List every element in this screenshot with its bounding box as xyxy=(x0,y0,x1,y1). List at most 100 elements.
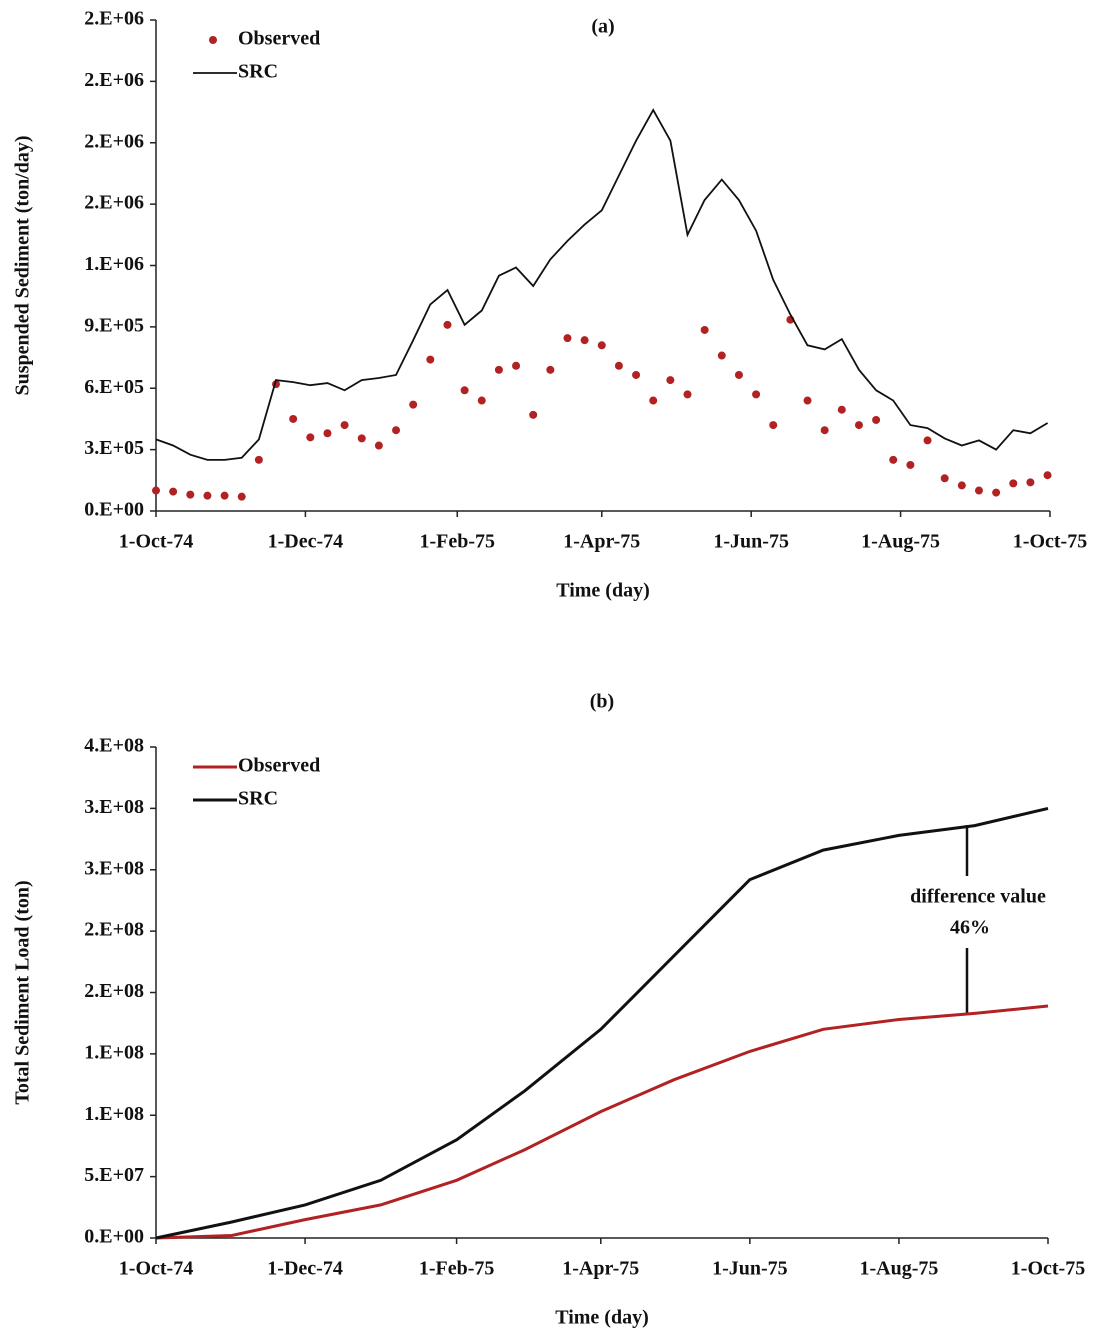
x-axis-title: Time (day) xyxy=(555,1307,649,1329)
data-point xyxy=(957,481,966,490)
x-tick-label: 1-Oct-74 xyxy=(119,1258,193,1280)
data-point xyxy=(597,341,606,350)
x-tick-label: 1-Oct-75 xyxy=(1013,531,1087,553)
y-axis-title: Suspended Sediment (ton/day) xyxy=(12,135,34,395)
y-tick-label: 2.E+06 xyxy=(84,8,144,30)
data-point xyxy=(752,390,761,399)
x-tick-label: 1-Dec-74 xyxy=(268,531,344,553)
y-tick-label: 4.E+08 xyxy=(84,735,144,757)
annotation: difference value xyxy=(910,886,1046,908)
data-point xyxy=(237,492,246,501)
series-line xyxy=(155,108,1049,461)
legend-label: Observed xyxy=(238,28,320,50)
x-tick-label: 1-Oct-74 xyxy=(119,531,193,553)
data-point xyxy=(443,320,452,329)
data-point xyxy=(152,486,160,495)
y-tick-label: 1.E+08 xyxy=(84,1103,144,1125)
x-tick-label: 1-Aug-75 xyxy=(861,531,940,553)
data-point xyxy=(632,370,641,379)
x-tick-label: 1-Dec-74 xyxy=(267,1258,343,1280)
data-point xyxy=(563,334,572,343)
data-point xyxy=(700,325,709,334)
data-point xyxy=(854,421,863,430)
legend-marker xyxy=(209,36,217,44)
x-axis-title: Time (day) xyxy=(556,580,650,602)
x-tick-label: 1-Oct-75 xyxy=(1011,1258,1085,1280)
data-point xyxy=(169,487,178,496)
data-point xyxy=(374,441,383,450)
data-point xyxy=(494,365,503,374)
data-point xyxy=(872,415,881,424)
data-point xyxy=(923,436,932,445)
data-point xyxy=(889,455,898,464)
y-tick-label: 5.E+07 xyxy=(84,1164,144,1186)
x-tick-label: 1-Apr-75 xyxy=(563,531,640,553)
data-point xyxy=(512,361,521,370)
y-tick-label: 2.E+06 xyxy=(84,130,144,152)
data-point xyxy=(992,488,1001,497)
data-point xyxy=(426,355,435,364)
y-tick-label: 1.E+08 xyxy=(84,1041,144,1063)
y-tick-label: 3.E+08 xyxy=(84,796,144,818)
data-point xyxy=(477,396,486,405)
chart-title: (a) xyxy=(591,16,614,38)
legend-label: Observed xyxy=(238,755,320,777)
y-tick-label: 2.E+08 xyxy=(84,980,144,1002)
data-point xyxy=(289,414,298,423)
data-point xyxy=(683,390,692,399)
y-tick-label: 3.E+08 xyxy=(84,857,144,879)
data-point xyxy=(974,486,983,495)
data-point xyxy=(460,386,469,395)
data-point xyxy=(306,433,315,442)
y-tick-label: 6.E+05 xyxy=(84,376,144,398)
data-point xyxy=(220,491,229,500)
data-point xyxy=(940,474,949,483)
annotation: 46% xyxy=(950,917,990,939)
x-tick-label: 1-Apr-75 xyxy=(562,1258,639,1280)
series-line xyxy=(155,1004,1049,1240)
x-tick-label: 1-Feb-75 xyxy=(419,1258,495,1280)
data-point xyxy=(1043,471,1052,480)
x-tick-label: 1-Jun-75 xyxy=(713,531,789,553)
data-point xyxy=(392,426,401,435)
data-point xyxy=(254,455,263,464)
legend-label: SRC xyxy=(238,788,278,810)
legend-label: SRC xyxy=(238,61,278,83)
y-tick-label: 2.E+06 xyxy=(84,192,144,214)
data-point xyxy=(357,434,366,443)
x-tick-label: 1-Feb-75 xyxy=(419,531,495,553)
data-point xyxy=(186,490,195,499)
data-point xyxy=(803,396,812,405)
y-tick-label: 9.E+05 xyxy=(84,314,144,336)
data-point xyxy=(340,421,349,430)
data-point xyxy=(1009,479,1018,488)
y-tick-label: 2.E+08 xyxy=(84,919,144,941)
data-point xyxy=(769,421,778,430)
data-point xyxy=(409,400,418,409)
series-line xyxy=(155,806,1049,1240)
y-tick-label: 0.E+00 xyxy=(84,499,144,521)
data-point xyxy=(666,376,675,385)
y-tick-label: 3.E+05 xyxy=(84,437,144,459)
data-point xyxy=(580,336,589,345)
y-axis-title: Total Sediment Load (ton) xyxy=(12,880,34,1104)
data-point xyxy=(323,429,332,438)
chart-title: (b) xyxy=(590,691,614,713)
x-tick-label: 1-Aug-75 xyxy=(859,1258,938,1280)
data-point xyxy=(529,410,538,419)
data-point xyxy=(717,351,726,360)
data-point xyxy=(649,396,658,405)
data-point xyxy=(1026,478,1035,487)
y-tick-label: 1.E+06 xyxy=(84,253,144,275)
y-tick-label: 0.E+00 xyxy=(84,1226,144,1248)
data-point xyxy=(546,365,555,374)
x-tick-label: 1-Jun-75 xyxy=(712,1258,788,1280)
y-tick-label: 2.E+06 xyxy=(84,69,144,91)
data-point xyxy=(203,491,212,500)
data-point xyxy=(837,405,846,414)
data-point xyxy=(906,460,915,469)
data-point xyxy=(614,361,623,370)
data-point xyxy=(820,426,829,435)
data-point xyxy=(734,370,743,379)
